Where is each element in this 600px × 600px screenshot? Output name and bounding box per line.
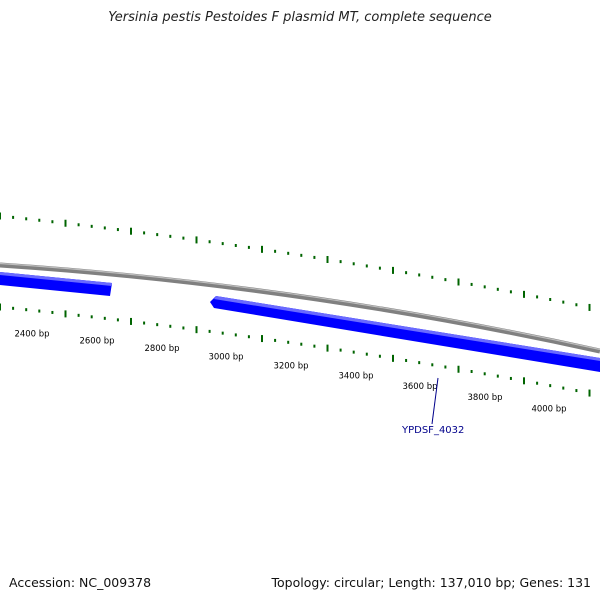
ruler-label: 3000 bp bbox=[208, 353, 243, 363]
ruler-label: 2800 bp bbox=[144, 344, 179, 354]
sequence-backbone-highlight bbox=[0, 262, 600, 351]
gene-label-leader bbox=[431, 377, 439, 425]
gene-label-ypdsf-4032[interactable]: YPDSF_4032 bbox=[401, 425, 464, 436]
gene-arrow-left[interactable] bbox=[0, 272, 112, 296]
ruler-label: 2600 bp bbox=[79, 336, 114, 346]
topology-summary: Topology: circular; Length: 137,010 bp; … bbox=[271, 575, 592, 590]
ruler-label: 3800 bp bbox=[467, 393, 502, 403]
outer-tick-ring bbox=[0, 212, 591, 311]
gene-arrow-ypdsf-4032[interactable] bbox=[210, 296, 600, 372]
accession-text: Accession: NC_009378 bbox=[9, 575, 152, 590]
ruler-label: 3600 bp bbox=[402, 382, 437, 392]
ruler-label: 4000 bp bbox=[531, 404, 566, 414]
ruler-label: 3200 bp bbox=[273, 362, 308, 372]
sequence-backbone bbox=[0, 262, 600, 354]
inner-tick-ring bbox=[0, 303, 591, 397]
ruler-label: 3400 bp bbox=[338, 371, 373, 381]
ruler-labels: 2400 bp 2600 bp 2800 bp 3000 bp 3200 bp 3400 … bbox=[14, 329, 566, 414]
map-title: Yersinia pestis Pestoides F plasmid MT, … bbox=[108, 10, 492, 25]
ruler-label: 2400 bp bbox=[14, 329, 49, 339]
